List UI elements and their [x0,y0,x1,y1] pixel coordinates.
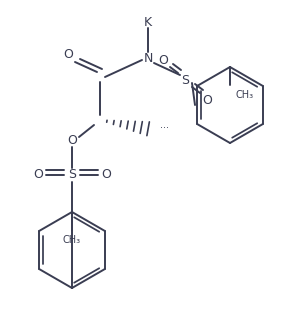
Text: CH₃: CH₃ [235,90,253,100]
Text: O: O [202,93,212,107]
Text: O: O [101,169,111,182]
Text: S: S [181,74,189,86]
Text: K: K [144,16,152,28]
Text: O: O [158,53,168,67]
Text: CH₃: CH₃ [63,235,81,245]
Text: O: O [63,49,73,61]
Text: O: O [67,134,77,147]
Text: S: S [68,169,76,182]
Text: N: N [143,51,153,64]
Text: O: O [33,169,43,182]
Text: ···: ··· [160,123,169,133]
